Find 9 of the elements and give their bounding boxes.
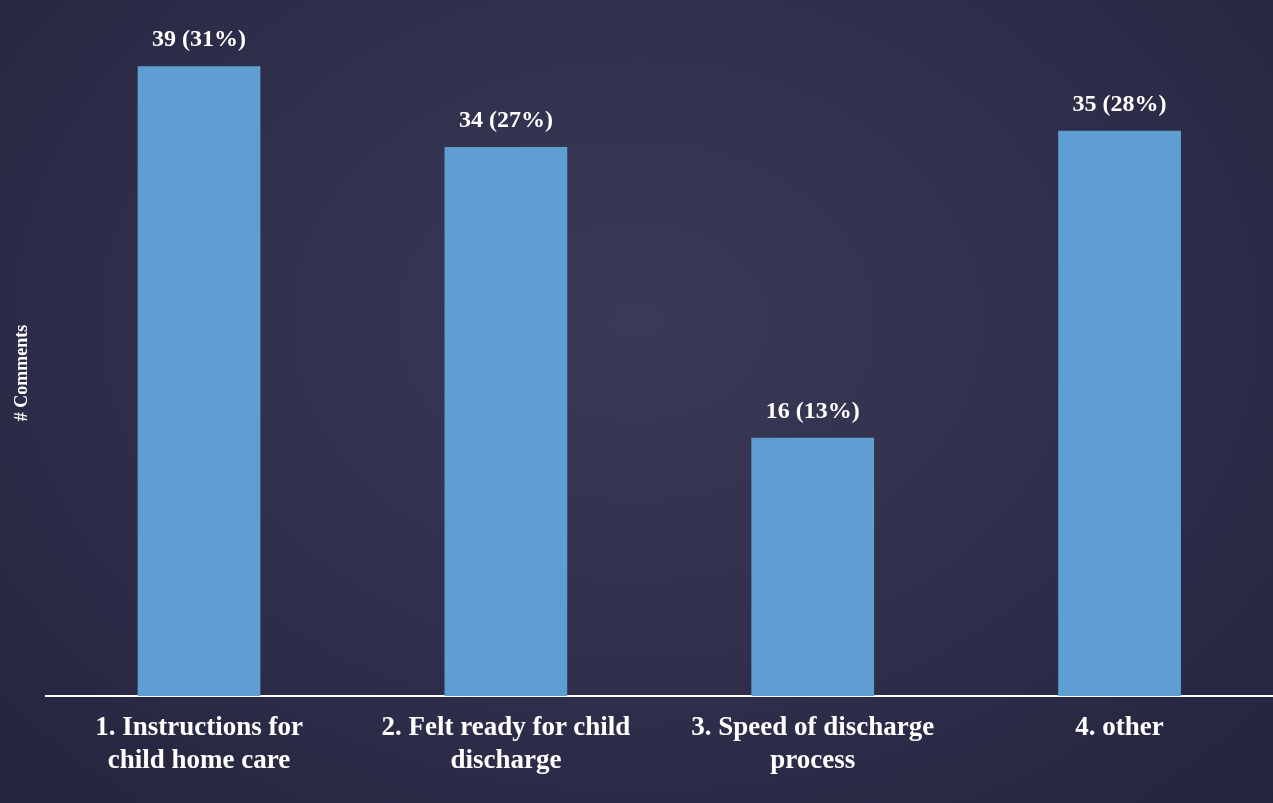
- x-tick-label: 1. Instructions for child home care: [95, 711, 303, 774]
- y-axis-title: # Comments: [11, 324, 32, 422]
- x-tick-label: 3. Speed of discharge process: [691, 711, 935, 774]
- data-label: 34 (27%): [458, 106, 553, 133]
- x-tick-label: 2. Felt ready for child discharge: [381, 711, 631, 774]
- x-tick-label: 4. other: [1075, 711, 1164, 742]
- data-label: 16 (13%): [765, 396, 860, 423]
- data-label: 35 (28%): [1072, 89, 1167, 116]
- data-label: 39 (31%): [152, 25, 247, 52]
